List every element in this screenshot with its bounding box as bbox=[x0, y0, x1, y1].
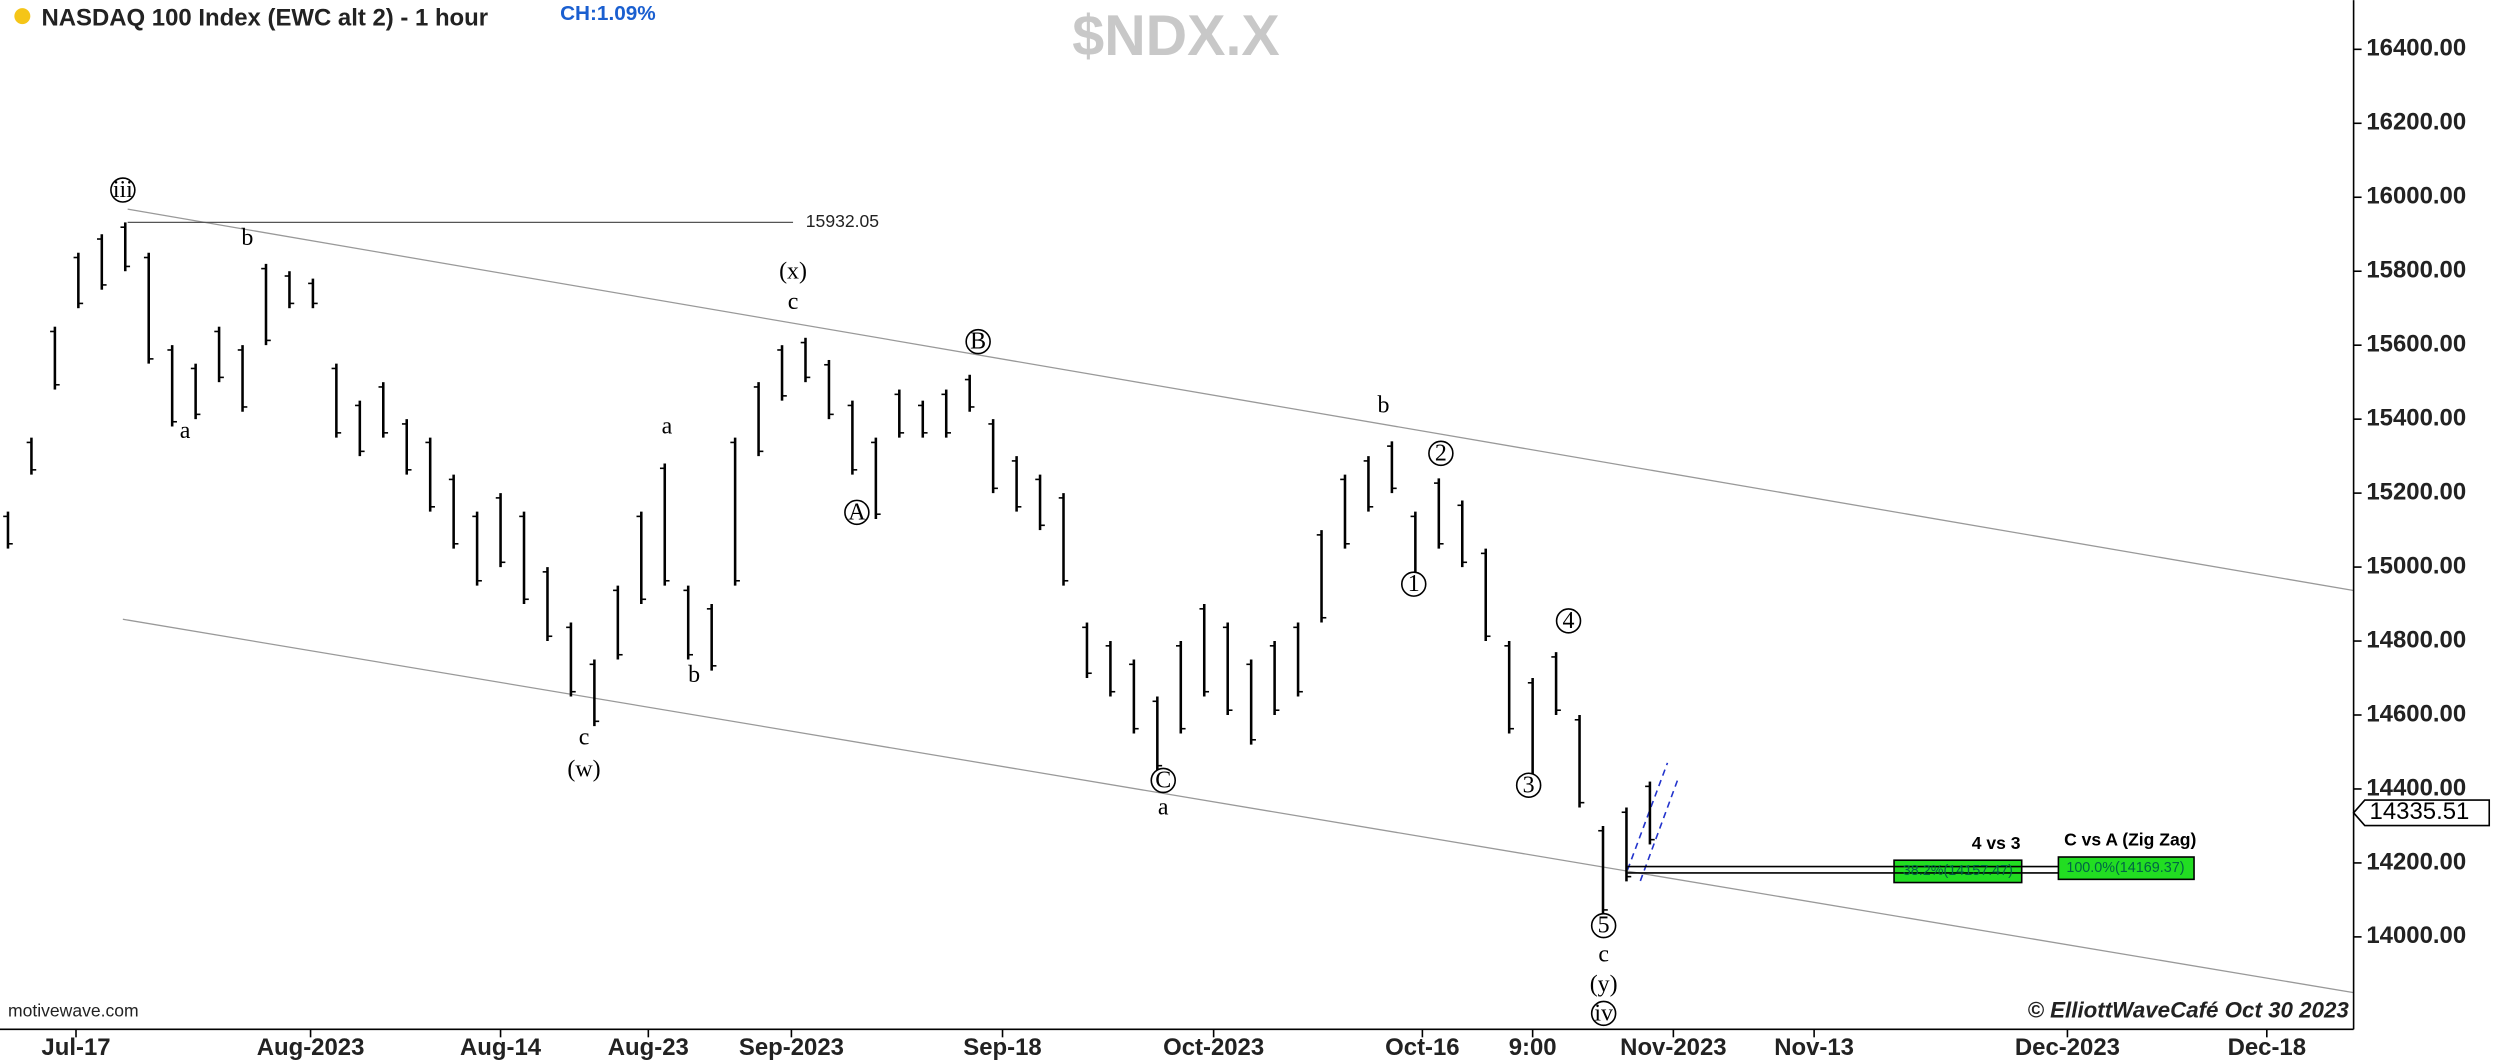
wave-label: 2 bbox=[1435, 440, 1447, 466]
y-tick-label: 14400.00 bbox=[2366, 774, 2466, 801]
wave-label: 3 bbox=[1523, 772, 1535, 798]
wave-label: (w) bbox=[567, 756, 600, 782]
change: CH:1.09% bbox=[560, 2, 656, 25]
y-tick-label: 16400.00 bbox=[2366, 35, 2466, 62]
price-tag bbox=[2352, 799, 2491, 827]
wave-circle bbox=[1590, 1000, 1617, 1027]
y-tick-label: 15400.00 bbox=[2366, 404, 2466, 431]
wave-label: b bbox=[1377, 393, 1389, 419]
x-tick-label: Aug-2023 bbox=[257, 1034, 365, 1061]
x-tick-label: Dec-18 bbox=[2228, 1034, 2306, 1061]
fib-title: 4 vs 3 bbox=[1972, 833, 2021, 853]
wave-circle bbox=[965, 328, 991, 355]
fib-label: 38.2%(14157.47) bbox=[1903, 863, 2013, 879]
x-tick-label: Aug-23 bbox=[608, 1034, 689, 1061]
level-label: 15932.05 bbox=[806, 211, 879, 231]
x-tick-label: Jul-17 bbox=[41, 1034, 110, 1061]
chart-title: NASDAQ 100 Index (EWC alt 2) - 1 hour bbox=[41, 5, 488, 32]
y-tick-label: 14200.00 bbox=[2366, 848, 2466, 875]
wave-label: B bbox=[970, 329, 986, 355]
wave-circle bbox=[110, 177, 136, 203]
fib-box bbox=[2057, 856, 2195, 881]
wave-label: c bbox=[579, 724, 590, 750]
wave-label: b bbox=[241, 225, 253, 251]
y-tick-label: 15800.00 bbox=[2366, 257, 2466, 284]
wave-label: iv bbox=[1594, 1000, 1613, 1026]
y-tick-label: 16200.00 bbox=[2366, 109, 2466, 136]
channel-dashed bbox=[1626, 762, 1669, 871]
wave-label: iii bbox=[113, 177, 133, 203]
y-tick-label: 15000.00 bbox=[2366, 552, 2466, 579]
wave-label: (y) bbox=[1590, 972, 1618, 998]
y-tick-label: 16000.00 bbox=[2366, 183, 2466, 210]
wave-label: a bbox=[1158, 795, 1169, 821]
x-tick-label: 9:00 bbox=[1509, 1034, 1557, 1061]
price-tag-label: 14335.51 bbox=[2370, 798, 2470, 825]
channel-upper bbox=[127, 208, 2354, 592]
y-tick-label: 14000.00 bbox=[2366, 922, 2466, 949]
wave-circle bbox=[1555, 608, 1582, 634]
wave-label: 5 bbox=[1598, 913, 1610, 939]
channel-dashed bbox=[1639, 776, 1680, 882]
wave-label: c bbox=[788, 289, 799, 315]
y-tick-label: 15600.00 bbox=[2366, 331, 2466, 358]
wave-circle bbox=[1400, 571, 1427, 597]
x-tick-label: Sep-2023 bbox=[739, 1034, 844, 1061]
x-tick-label: Nov-2023 bbox=[1620, 1034, 1726, 1061]
footer-left: motivewave.com bbox=[8, 1000, 139, 1020]
y-tick-label: 15200.00 bbox=[2366, 478, 2466, 505]
wave-label: a bbox=[180, 418, 191, 444]
wave-circle bbox=[1515, 772, 1542, 798]
x-tick-label: Aug-14 bbox=[460, 1034, 542, 1061]
footer-right: © ElliottWaveCafé Oct 30 2023 bbox=[2027, 998, 2349, 1023]
y-tick-label: 14600.00 bbox=[2366, 700, 2466, 727]
x-tick-label: Oct-16 bbox=[1385, 1034, 1459, 1061]
wave-label: C bbox=[1155, 768, 1171, 794]
wave-label: a bbox=[662, 413, 673, 439]
wave-circle bbox=[1428, 440, 1454, 467]
x-tick-label: Dec-2023 bbox=[2015, 1034, 2120, 1061]
x-tick-label: Sep-18 bbox=[963, 1034, 1041, 1061]
wave-label: b bbox=[688, 662, 700, 688]
x-tick-label: Oct-2023 bbox=[1163, 1034, 1264, 1061]
status-dot bbox=[14, 8, 31, 25]
y-tick-label: 14800.00 bbox=[2366, 626, 2466, 653]
watermark: $NDX.X bbox=[1072, 4, 1279, 68]
wave-label: A bbox=[848, 499, 866, 525]
fib-title: C vs A (Zig Zag) bbox=[2064, 830, 2196, 850]
wave-label: 4 bbox=[1563, 608, 1575, 634]
wave-label: (x) bbox=[779, 258, 807, 284]
channel-lower bbox=[122, 618, 2354, 994]
wave-circle bbox=[1150, 767, 1177, 794]
wave-label: c bbox=[1598, 941, 1609, 967]
wave-circle bbox=[844, 499, 870, 526]
wave-circle bbox=[1590, 912, 1617, 939]
fib-label: 100.0%(14169.37) bbox=[2066, 860, 2184, 876]
x-tick-label: Nov-13 bbox=[1774, 1034, 1854, 1061]
wave-label: 1 bbox=[1408, 571, 1420, 597]
